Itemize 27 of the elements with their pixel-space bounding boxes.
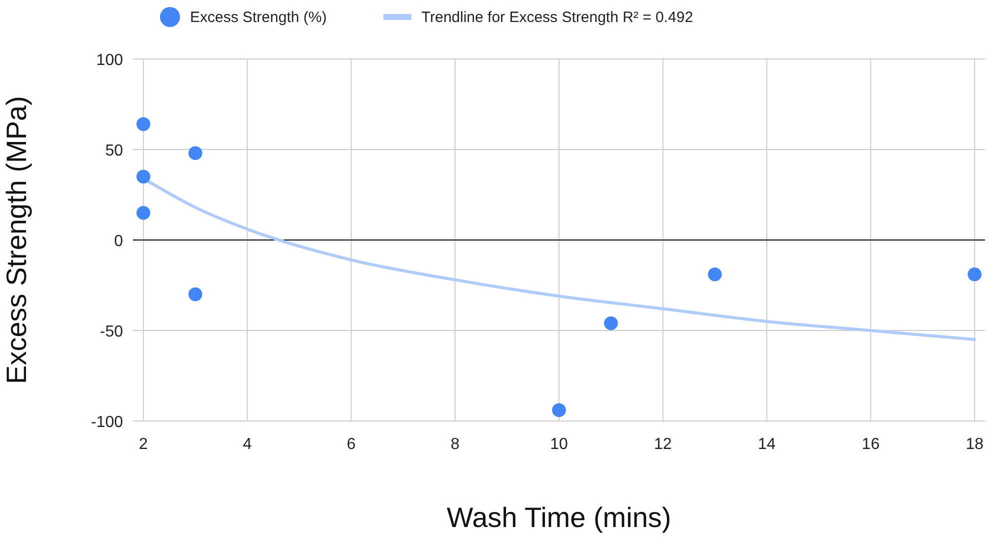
point	[188, 287, 202, 302]
y-tick-label: 0	[114, 233, 124, 250]
point	[604, 316, 618, 330]
x-tick-label: 16	[862, 436, 880, 453]
y-tick-label: 50	[105, 142, 124, 160]
legend-label: Trendline for Excess Strength R² = 0.492	[421, 9, 694, 26]
x-tick-label: 18	[966, 436, 984, 453]
point	[708, 267, 722, 282]
point	[136, 170, 150, 184]
point	[552, 403, 566, 418]
x-tick-label: 2	[138, 436, 148, 453]
y-axis-title: Excess Strength (MPa)	[1, 96, 32, 384]
point	[188, 146, 202, 160]
legend-label: Excess Strength (%)	[190, 9, 327, 26]
y-tick-label: -100	[90, 414, 124, 431]
x-tick-label: 14	[758, 436, 776, 453]
x-tick-label: 8	[450, 436, 460, 453]
y-tick-label: 100	[96, 52, 124, 69]
x-tick-label: 6	[346, 436, 356, 453]
y-tick-label: -50	[100, 324, 124, 340]
x-tick-label: 12	[654, 436, 672, 453]
x-tick-label: 10	[550, 436, 568, 453]
point	[136, 206, 150, 220]
x-tick-label: 4	[242, 436, 252, 453]
x-axis-title: Wash Time (mins)	[446, 502, 672, 533]
point	[136, 117, 150, 132]
point	[968, 267, 982, 282]
